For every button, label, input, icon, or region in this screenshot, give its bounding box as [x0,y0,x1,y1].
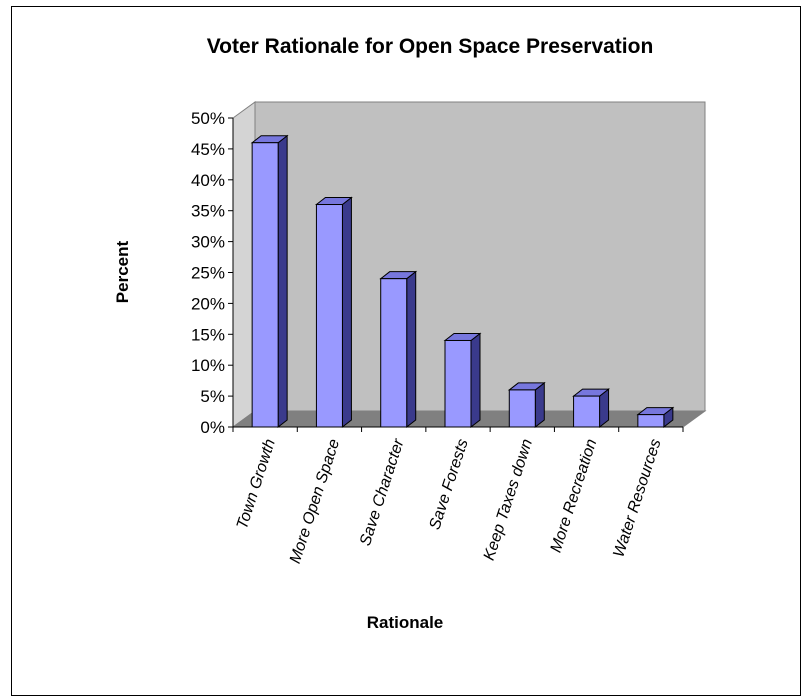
bar-side [534,381,545,429]
y-tick-label: 50% [191,109,225,128]
y-tick-label: 25% [191,264,225,283]
x-axis-title: Rationale [367,613,444,632]
x-tick-label: Keep Taxes down [481,437,536,563]
x-tick-label: More Open Space [287,437,343,566]
bar [637,414,665,428]
plot-area: 0% 5% 10% 15% 20% 25% 30% 35% 40% 45% 50% Town Grow… [191,101,707,566]
x-tick-label: Save Character [357,436,408,548]
bar [508,389,536,428]
bar-side [470,332,481,429]
bar-chart: Voter Rationale for Open Space Preservat… [113,35,707,632]
bar-side [341,196,352,429]
x-tick-label: Town Growth [234,437,279,531]
y-tick-label: 20% [191,294,225,313]
x-tick-label: Save Forests [427,437,472,532]
y-tick-label: 45% [191,140,225,159]
y-tick-label: 35% [191,202,225,221]
y-axis-title: Percent [113,240,132,303]
x-tick-label: More Recreation [548,437,601,555]
x-tick-label: Water Resources [610,437,664,560]
y-tick-label: 5% [200,387,225,406]
chart-title: Voter Rationale for Open Space Preservat… [207,35,654,58]
y-tick-label: 15% [191,325,225,344]
y-tick-label: 40% [191,171,225,190]
bar [251,142,279,428]
y-tick-label: 30% [191,233,225,252]
bar [380,278,408,428]
bar [315,204,343,428]
y-tick-label: 0% [200,418,225,437]
bar [444,339,472,428]
bar-side [277,134,288,429]
bar-side [406,270,417,429]
y-tick-label: 10% [191,356,225,375]
bar [573,395,601,428]
